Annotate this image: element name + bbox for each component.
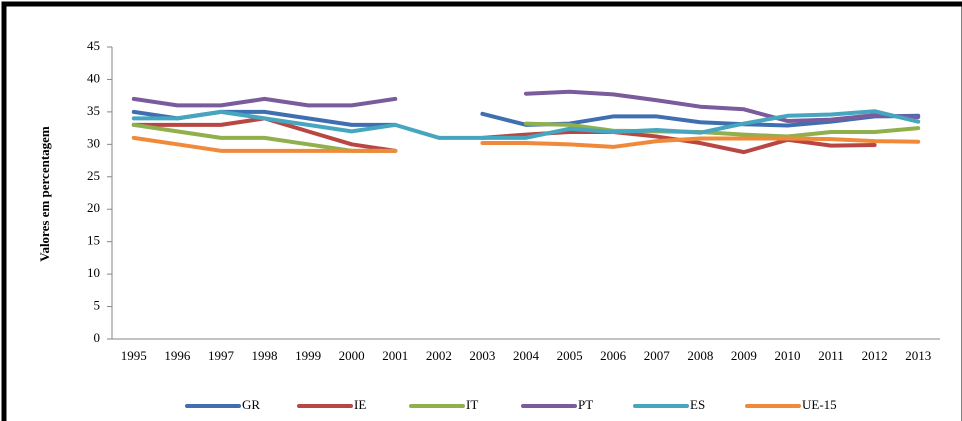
line-series xyxy=(131,109,921,140)
x-tick-label: 1997 xyxy=(208,348,235,363)
y-tick-label: 5 xyxy=(94,298,101,313)
legend-label: IT xyxy=(466,397,478,412)
x-tick-label: 2002 xyxy=(426,348,452,363)
x-tick-label: 2013 xyxy=(905,348,931,363)
x-tick-label: 1995 xyxy=(121,348,147,363)
legend-label: IE xyxy=(354,397,366,412)
x-tick-label: 2009 xyxy=(731,348,757,363)
x-tick-label: 2011 xyxy=(818,348,844,363)
x-tick-label: 2005 xyxy=(557,348,583,363)
x-tick-label: 2007 xyxy=(644,348,671,363)
x-tick-label: 2008 xyxy=(687,348,713,363)
x-tick-label: 2003 xyxy=(469,348,495,363)
x-tick-label: 1999 xyxy=(295,348,321,363)
y-tick-label: 30 xyxy=(87,135,100,150)
x-tick-label: 2000 xyxy=(339,348,365,363)
line-series xyxy=(131,135,921,153)
x-tick-label: 1996 xyxy=(164,348,191,363)
y-tick-label: 40 xyxy=(87,70,100,85)
x-tick-label: 2004 xyxy=(513,348,540,363)
legend-label: PT xyxy=(578,397,593,412)
x-tick-label: 2001 xyxy=(382,348,408,363)
y-axis-label: Valores em percentagem xyxy=(37,126,52,262)
y-tick-label: 25 xyxy=(87,168,100,183)
legend-label: ES xyxy=(690,397,705,412)
line-series xyxy=(131,89,921,123)
legend-label: GR xyxy=(242,397,260,412)
y-tick-label: 35 xyxy=(87,103,100,118)
x-tick-label: 2010 xyxy=(774,348,800,363)
x-tick-label: 1998 xyxy=(252,348,278,363)
y-tick-label: 0 xyxy=(94,330,101,345)
y-tick-label: 15 xyxy=(87,233,100,248)
x-tick-label: 2012 xyxy=(862,348,888,363)
legend-label: UE-15 xyxy=(802,397,837,412)
y-tick-label: 10 xyxy=(87,265,100,280)
y-tick-label: 20 xyxy=(87,200,100,215)
y-tick-label: 45 xyxy=(87,38,100,53)
x-tick-label: 2006 xyxy=(600,348,627,363)
